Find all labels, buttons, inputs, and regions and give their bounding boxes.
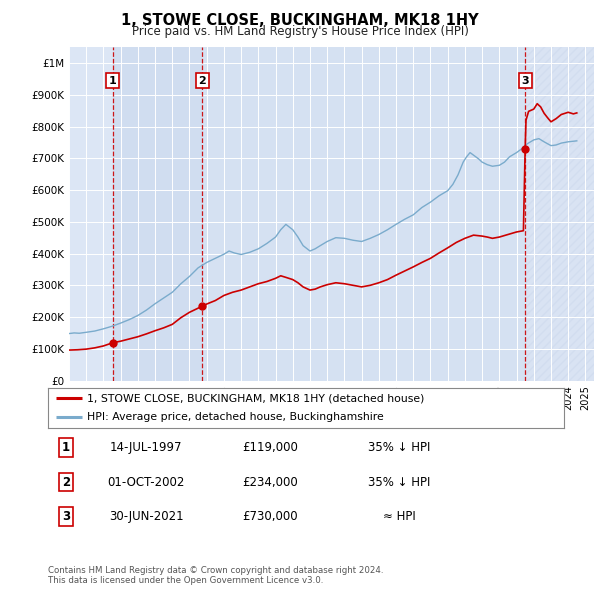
Bar bbox=[113, 47, 202, 381]
Text: HPI: Average price, detached house, Buckinghamshire: HPI: Average price, detached house, Buck… bbox=[86, 412, 383, 422]
Text: 1: 1 bbox=[62, 441, 70, 454]
Bar bbox=[202, 47, 525, 381]
Text: 01-OCT-2002: 01-OCT-2002 bbox=[107, 476, 185, 489]
Text: 2: 2 bbox=[62, 476, 70, 489]
Text: £234,000: £234,000 bbox=[242, 476, 298, 489]
Text: Price paid vs. HM Land Registry's House Price Index (HPI): Price paid vs. HM Land Registry's House … bbox=[131, 25, 469, 38]
Text: £119,000: £119,000 bbox=[242, 441, 298, 454]
Text: 35% ↓ HPI: 35% ↓ HPI bbox=[368, 476, 430, 489]
Text: 14-JUL-1997: 14-JUL-1997 bbox=[110, 441, 182, 454]
Text: 1, STOWE CLOSE, BUCKINGHAM, MK18 1HY: 1, STOWE CLOSE, BUCKINGHAM, MK18 1HY bbox=[121, 13, 479, 28]
Text: 2: 2 bbox=[199, 76, 206, 86]
Bar bbox=[525, 47, 594, 381]
Text: 3: 3 bbox=[62, 510, 70, 523]
Text: 35% ↓ HPI: 35% ↓ HPI bbox=[368, 441, 430, 454]
Text: ≈ HPI: ≈ HPI bbox=[383, 510, 415, 523]
Text: 30-JUN-2021: 30-JUN-2021 bbox=[109, 510, 184, 523]
Text: Contains HM Land Registry data © Crown copyright and database right 2024.
This d: Contains HM Land Registry data © Crown c… bbox=[48, 566, 383, 585]
Text: 1, STOWE CLOSE, BUCKINGHAM, MK18 1HY (detached house): 1, STOWE CLOSE, BUCKINGHAM, MK18 1HY (de… bbox=[86, 393, 424, 403]
Text: £730,000: £730,000 bbox=[242, 510, 298, 523]
Text: 1: 1 bbox=[109, 76, 116, 86]
Text: 3: 3 bbox=[521, 76, 529, 86]
